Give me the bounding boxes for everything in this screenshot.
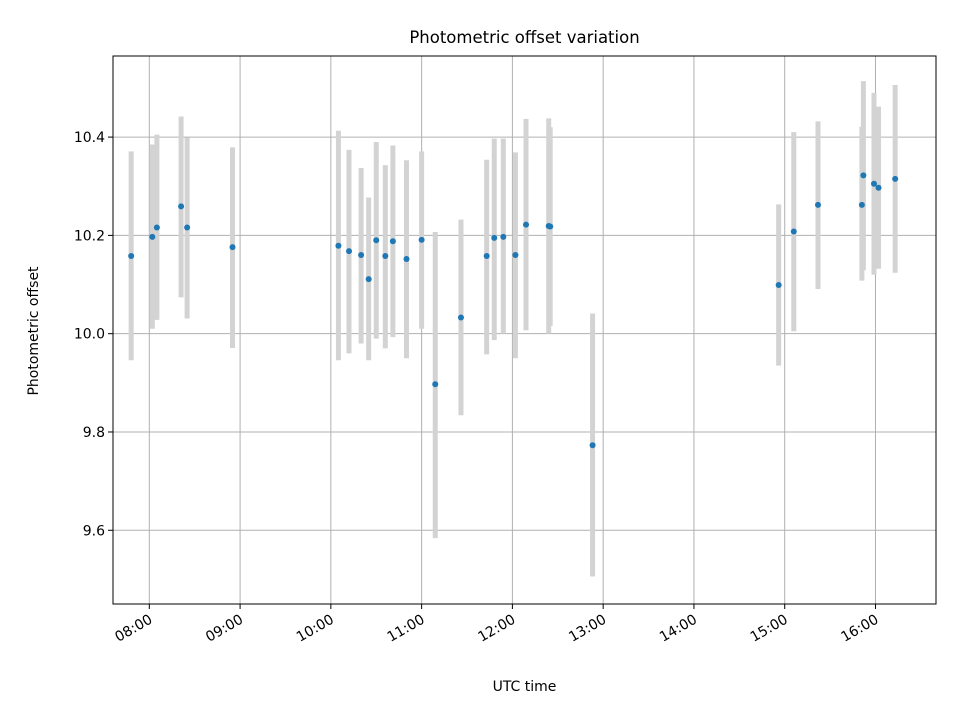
data-point: [365, 276, 372, 283]
y-tick-label: 10.2: [74, 228, 105, 244]
x-axis-label: UTC time: [493, 679, 557, 695]
data-point: [153, 224, 160, 231]
data-point: [814, 201, 821, 208]
data-point: [432, 381, 439, 388]
data-point: [547, 223, 554, 230]
y-tick-label: 10.0: [74, 327, 105, 343]
data-point: [403, 255, 410, 262]
y-tick-label: 9.6: [83, 523, 105, 539]
plot-area: [112, 55, 937, 605]
data-point: [870, 180, 877, 187]
data-point: [346, 248, 353, 255]
data-point: [457, 314, 464, 321]
data-point: [500, 233, 507, 240]
data-point: [335, 242, 342, 249]
data-point: [483, 253, 490, 260]
data-point: [790, 228, 797, 235]
grid: [113, 56, 936, 604]
data-point: [373, 237, 380, 244]
data-point: [860, 172, 867, 179]
data-point: [775, 282, 782, 289]
y-axis-label: Photometric offset: [26, 266, 42, 396]
data-point: [589, 442, 596, 449]
data-point: [512, 252, 519, 259]
y-axis: 9.6 9.8 10.0 10.2 10.4: [74, 130, 113, 539]
data-point: [128, 253, 135, 260]
data-point: [382, 253, 389, 260]
data-point: [491, 234, 498, 241]
data-point: [184, 224, 191, 231]
data-point: [892, 175, 899, 182]
data-point: [858, 201, 865, 208]
data-point: [149, 233, 156, 240]
data-point: [358, 252, 365, 259]
y-tick-label: 9.8: [83, 425, 105, 441]
data-point: [418, 236, 425, 243]
chart-title: Photometric offset variation: [409, 28, 639, 47]
data-point: [523, 221, 530, 228]
data-point: [229, 244, 236, 251]
data-point: [389, 238, 396, 245]
data-markers: [128, 172, 899, 449]
data-point: [875, 184, 882, 191]
data-point: [178, 203, 185, 210]
y-tick-label: 10.4: [74, 130, 105, 146]
plot-frame: [112, 55, 937, 605]
